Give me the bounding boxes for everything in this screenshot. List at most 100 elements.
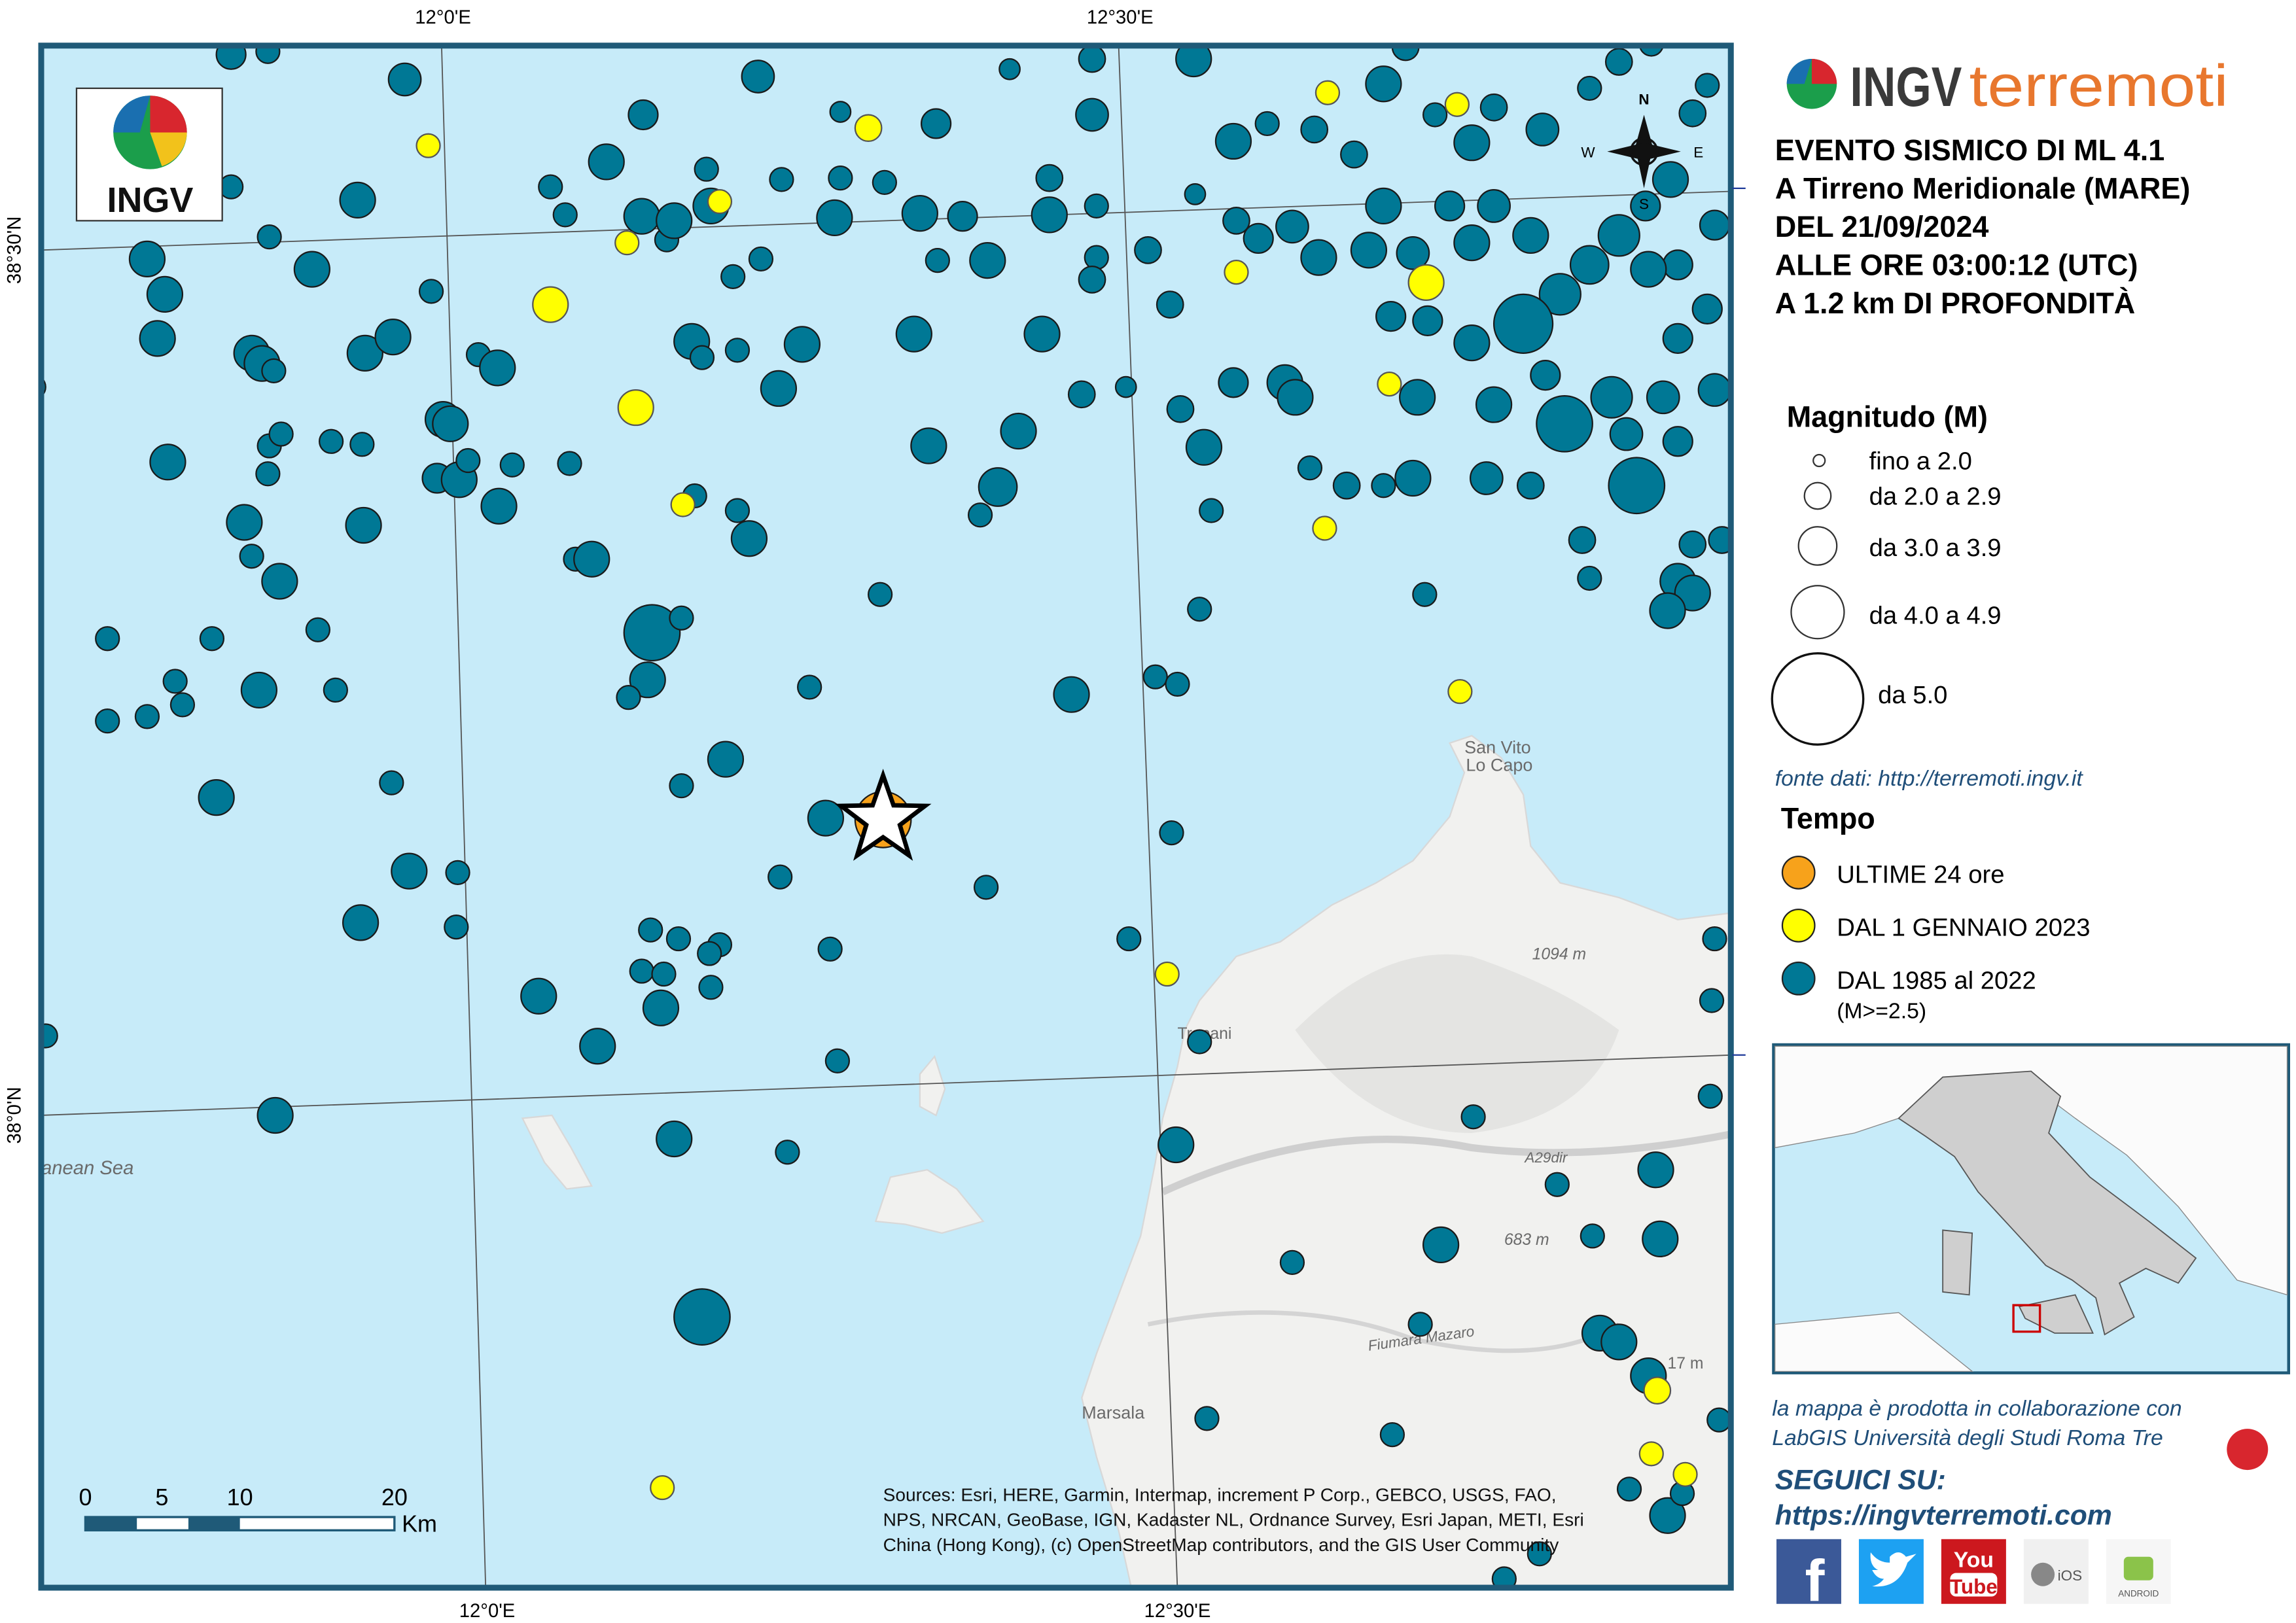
quake-1985-2022 (1157, 1126, 1195, 1164)
quake-1985-2022 (1695, 73, 1720, 98)
quake-1985-2022 (1412, 305, 1443, 336)
quake-1985-2022 (1662, 426, 1693, 457)
quake-1985-2022 (1053, 676, 1090, 713)
quake-since-2023 (1315, 80, 1341, 105)
quake-1985-2022 (339, 181, 376, 219)
compass-n: N (1638, 92, 1649, 108)
inset-extent (2012, 1304, 2041, 1333)
brand-terremoti: terremoti (1969, 54, 2229, 119)
quake-1985-2022 (665, 926, 692, 952)
quake-since-2023 (1672, 1461, 1698, 1487)
quake-1985-2022 (41, 1023, 58, 1049)
event-line: ALLE ORE 03:00:12 (UTC) (1775, 249, 2138, 282)
quake-1985-2022 (1453, 324, 1491, 362)
quake-1985-2022 (256, 224, 282, 250)
facebook-icon[interactable] (1776, 1539, 1841, 1604)
quake-1985-2022 (1453, 224, 1491, 262)
legend-size (1812, 453, 1826, 468)
legend-label: da 4.0 a 4.9 (1869, 602, 2002, 630)
quake-1985-2022 (1407, 1312, 1433, 1337)
quake-1985-2022 (925, 248, 950, 273)
place-label: A29dir (1523, 1149, 1568, 1166)
quake-1985-2022 (1568, 526, 1597, 554)
quake-1985-2022 (698, 975, 724, 1000)
quake-1985-2022 (969, 242, 1006, 279)
quake-1985-2022 (1412, 582, 1438, 607)
quake-1985-2022 (479, 349, 516, 387)
quake-1985-2022 (651, 961, 677, 987)
quake-1985-2022 (1075, 97, 1109, 132)
quake-1985-2022 (867, 582, 893, 607)
quake-1985-2022 (1590, 375, 1633, 419)
quake-1985-2022 (1649, 1497, 1686, 1534)
sources: Sources: Esri, HERE, Garmin, Intermap, i… (883, 1484, 1557, 1505)
quake-1985-2022 (629, 661, 666, 699)
quake-1985-2022 (1222, 207, 1250, 235)
quake-1985-2022 (872, 169, 897, 196)
quake-1985-2022 (255, 45, 281, 64)
quake-since-2023 (1312, 515, 1337, 541)
quake-1985-2022 (520, 977, 557, 1015)
quake-1985-2022 (1279, 1249, 1305, 1276)
quake-1985-2022 (261, 563, 298, 600)
quake-1985-2022 (1365, 187, 1402, 225)
quake-1985-2022 (1116, 926, 1142, 952)
data-source: fonte dati: http://terremoti.ingv.it (1775, 766, 2084, 791)
quake-1985-2022 (432, 405, 469, 442)
quake-1985-2022 (1340, 140, 1368, 169)
legend-size (1803, 481, 1832, 510)
quake-1985-2022 (1399, 379, 1436, 416)
youtube-tube-bg (1950, 1573, 1998, 1597)
quake-1985-2022 (255, 461, 281, 487)
logo-globe-part (150, 96, 187, 133)
legend-label: da 3.0 a 3.9 (1869, 534, 2002, 562)
quake-1985-2022 (1678, 530, 1707, 559)
quake-1985-2022 (1166, 394, 1195, 423)
quake-1985-2022 (1156, 290, 1184, 319)
quake-1985-2022 (538, 174, 563, 200)
quake-1985-2022 (1516, 471, 1545, 500)
quake-1985-2022 (346, 334, 383, 372)
quake-1985-2022 (573, 540, 610, 578)
quake-1985-2022 (345, 506, 382, 544)
brand-ingv: INGV (1850, 56, 1962, 118)
quake-1985-2022 (910, 427, 947, 464)
quake-1985-2022 (134, 704, 160, 729)
quake-1985-2022 (444, 914, 469, 940)
meridian (1118, 45, 1178, 1588)
quake-1985-2022 (1078, 266, 1106, 294)
quake-1985-2022 (642, 989, 680, 1026)
island-marettimo (521, 1114, 593, 1190)
quake-1985-2022 (769, 167, 794, 192)
quake-1985-2022 (967, 502, 993, 528)
quake-1985-2022 (391, 852, 428, 890)
quake-1985-2022 (1084, 245, 1109, 270)
quake-1985-2022 (139, 320, 176, 357)
quake-1985-2022 (1194, 1406, 1220, 1431)
quake-1985-2022 (1662, 249, 1693, 281)
event-star (834, 769, 932, 861)
quake-1985-2022 (656, 202, 693, 239)
quake-1985-2022 (1375, 300, 1407, 332)
sources: NPS, NRCAN, GeoBase, IGN, Kadaster NL, O… (883, 1510, 1584, 1530)
quake-1985-2022 (1300, 115, 1329, 144)
quake-since-2023 (670, 492, 696, 517)
quake-since-2023 (1638, 1441, 1664, 1467)
quake-1985-2022 (199, 626, 225, 652)
logo-globe-part (113, 96, 150, 133)
quake-1985-2022 (627, 99, 659, 131)
quake-1985-2022 (724, 498, 751, 523)
quake-1985-2022 (920, 108, 952, 139)
earthquakes (41, 45, 1731, 1588)
follow-url[interactable]: https://ingvterremoti.com (1775, 1499, 2112, 1531)
quake-1985-2022 (418, 279, 444, 304)
quake-1985-2022 (95, 626, 120, 652)
quake-1985-2022 (973, 875, 999, 900)
quake-1985-2022 (198, 779, 235, 816)
quake-1985-2022 (256, 1096, 294, 1134)
legend-label: DAL 1 GENNAIO 2023 (1837, 914, 2090, 942)
youtube-text: Tube (1950, 1575, 1998, 1598)
quake-1985-2022 (1604, 48, 1633, 76)
quake-1985-2022 (239, 544, 264, 569)
quake-1985-2022 (1379, 1422, 1405, 1448)
